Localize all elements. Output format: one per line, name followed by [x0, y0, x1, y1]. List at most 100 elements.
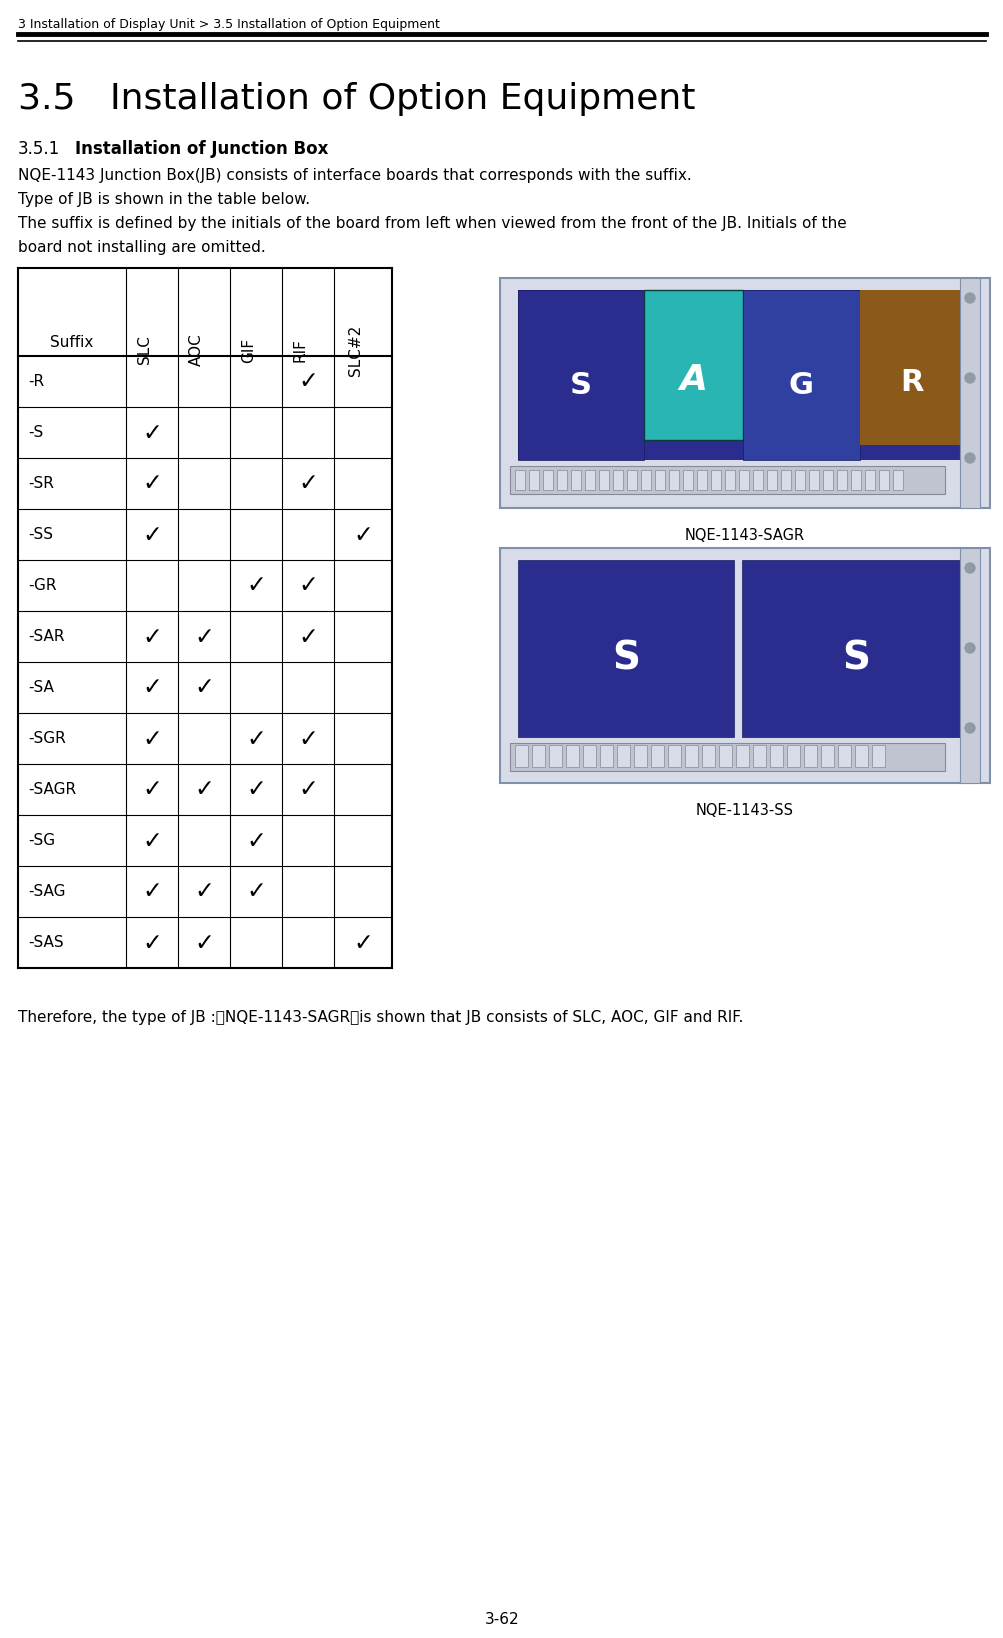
Bar — [571, 470, 581, 490]
Bar — [617, 745, 629, 767]
Text: NQE-1143-SAGR: NQE-1143-SAGR — [684, 527, 804, 544]
Bar — [794, 470, 804, 490]
Circle shape — [964, 454, 974, 464]
Text: ✓: ✓ — [298, 778, 318, 801]
Bar — [808, 470, 818, 490]
Text: -S: -S — [28, 424, 43, 441]
Bar — [684, 745, 697, 767]
Bar — [860, 290, 964, 446]
Bar — [499, 278, 989, 508]
Text: -SR: -SR — [28, 477, 54, 491]
Bar — [769, 745, 782, 767]
Text: 3-62: 3-62 — [484, 1612, 519, 1627]
Text: ✓: ✓ — [298, 472, 318, 496]
Text: AOC: AOC — [189, 334, 204, 367]
Bar — [718, 745, 731, 767]
Bar — [529, 470, 539, 490]
Bar — [510, 744, 944, 771]
Bar — [837, 470, 847, 490]
Text: NQE-1143 Junction Box(JB) consists of interface boards that corresponds with the: NQE-1143 Junction Box(JB) consists of in… — [18, 169, 691, 183]
Bar — [803, 745, 816, 767]
Bar — [613, 470, 623, 490]
Text: -SA: -SA — [28, 680, 54, 695]
Text: 3.5   Installation of Option Equipment: 3.5 Installation of Option Equipment — [18, 82, 695, 116]
Bar — [696, 470, 706, 490]
Text: ✓: ✓ — [246, 829, 266, 852]
Bar — [741, 560, 969, 737]
Bar — [752, 745, 765, 767]
Bar — [865, 470, 875, 490]
Bar — [532, 745, 545, 767]
Text: ✓: ✓ — [142, 421, 161, 444]
Bar — [510, 465, 944, 495]
Bar — [738, 470, 748, 490]
Circle shape — [964, 722, 974, 732]
Text: -SAS: -SAS — [28, 935, 63, 950]
Text: ✓: ✓ — [298, 370, 318, 393]
Text: -SG: -SG — [28, 834, 55, 848]
Text: ✓: ✓ — [142, 523, 161, 547]
Bar — [959, 549, 979, 783]
Bar — [959, 278, 979, 508]
Text: -SAG: -SAG — [28, 885, 65, 899]
Bar — [585, 470, 595, 490]
Bar — [855, 745, 868, 767]
Text: ✓: ✓ — [194, 624, 214, 649]
Bar — [566, 745, 579, 767]
Bar — [752, 470, 762, 490]
Text: G: G — [788, 370, 813, 400]
Bar — [766, 470, 776, 490]
Bar — [892, 470, 902, 490]
Text: The suffix is defined by the initials of the board from left when viewed from th: The suffix is defined by the initials of… — [18, 216, 846, 231]
Text: ✓: ✓ — [142, 880, 161, 904]
Bar — [549, 745, 562, 767]
Bar — [780, 470, 790, 490]
Text: Type of JB is shown in the table below.: Type of JB is shown in the table below. — [18, 192, 310, 206]
Text: -SAR: -SAR — [28, 629, 64, 644]
Text: -SAGR: -SAGR — [28, 781, 76, 798]
Text: SLC: SLC — [136, 336, 151, 364]
Text: -R: -R — [28, 373, 44, 388]
Circle shape — [964, 644, 974, 654]
Bar — [820, 745, 833, 767]
Text: ✓: ✓ — [142, 829, 161, 852]
Bar — [599, 470, 609, 490]
Text: S: S — [612, 639, 639, 678]
Text: R: R — [900, 369, 924, 396]
Text: NQE-1143-SS: NQE-1143-SS — [695, 803, 793, 817]
Bar — [518, 290, 643, 460]
Text: ✓: ✓ — [142, 472, 161, 496]
Circle shape — [964, 373, 974, 383]
Text: ✓: ✓ — [194, 880, 214, 904]
Bar — [724, 470, 734, 490]
Text: Therefore, the type of JB :『NQE-1143-SAGR』is shown that JB consists of SLC, AOC,: Therefore, the type of JB :『NQE-1143-SAG… — [18, 1011, 742, 1025]
Text: -SS: -SS — [28, 527, 53, 542]
Text: ✓: ✓ — [142, 727, 161, 750]
Text: ✓: ✓ — [298, 624, 318, 649]
Bar — [786, 745, 799, 767]
Bar — [654, 470, 664, 490]
Bar — [518, 560, 733, 737]
Text: ✓: ✓ — [353, 930, 372, 955]
Text: ✓: ✓ — [298, 573, 318, 598]
Text: board not installing are omitted.: board not installing are omitted. — [18, 241, 266, 256]
Bar — [742, 290, 860, 460]
Bar — [822, 470, 832, 490]
Text: 3.5.1: 3.5.1 — [18, 139, 60, 157]
Bar — [643, 290, 742, 441]
Text: ✓: ✓ — [142, 930, 161, 955]
Bar — [543, 470, 553, 490]
Text: ✓: ✓ — [142, 624, 161, 649]
Text: ✓: ✓ — [246, 778, 266, 801]
Bar — [515, 745, 528, 767]
Text: RIF: RIF — [293, 337, 308, 362]
Text: 3 Installation of Display Unit > 3.5 Installation of Option Equipment: 3 Installation of Display Unit > 3.5 Ins… — [18, 18, 439, 31]
Text: ✓: ✓ — [194, 778, 214, 801]
Bar — [872, 745, 884, 767]
Bar — [878, 470, 888, 490]
Text: ✓: ✓ — [194, 930, 214, 955]
Text: ✓: ✓ — [246, 573, 266, 598]
Bar — [515, 470, 525, 490]
Bar — [633, 745, 646, 767]
Circle shape — [964, 563, 974, 573]
